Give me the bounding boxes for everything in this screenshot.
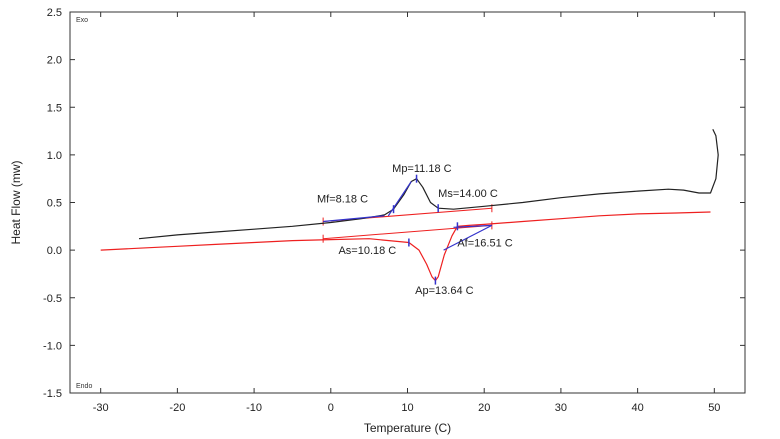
x-tick-label: 30 [555,402,567,414]
x-axis-title: Temperature (C) [364,421,451,435]
annotations: Mp=11.18 C Mf=8.18 C Ms=14.00 C As=10.18 C A… [317,163,513,297]
annotation-label: Ap=13.64 C [415,285,473,297]
annotation-label: Ms=14.00 C [438,188,498,200]
mf-tangent [323,215,385,223]
y-tick-label: -1.5 [43,388,62,400]
af-offset-tangent [453,224,492,228]
y-tick-label: -0.5 [43,293,62,305]
x-tick-label: 0 [328,402,334,414]
af-tangent [443,224,493,251]
x-axis: -30 -20 -10 0 10 20 30 40 50 [93,12,720,414]
x-tick-label: 40 [631,402,643,414]
y-tick-label: -1.0 [43,340,62,352]
annotation-label: Mp=11.18 C [392,163,451,175]
annotation-label: Af=16.51 C [457,237,512,249]
annotation-label: Mf=8.18 C [317,194,368,206]
y-tick-label: 0.0 [47,245,62,257]
heating-baseline [323,224,492,240]
y-axis-title: Heat Flow (mw) [9,160,23,244]
y-axis: -1.5 -1.0 -0.5 0.0 0.5 1.0 1.5 2.0 2.5 [43,7,745,400]
endo-label: Endo [76,383,92,390]
transition-markers [392,174,459,285]
y-tick-label: 1.5 [47,102,62,114]
y-tick-label: 1.0 [47,150,62,162]
exo-label: Exo [76,17,88,24]
x-tick-label: -10 [246,402,262,414]
y-tick-label: 0.5 [47,198,62,210]
y-tick-label: 2.0 [47,55,62,67]
x-tick-label: -30 [93,402,109,414]
tangent-lines [323,181,493,251]
x-tick-label: 50 [708,402,720,414]
x-tick-label: -20 [169,402,185,414]
plot-area [69,11,746,394]
mf-onset-tangent [387,181,412,217]
x-tick-label: 10 [401,402,413,414]
y-tick-label: 2.5 [47,7,62,19]
x-tick-label: 20 [478,402,490,414]
annotation-label: As=10.18 C [338,245,396,257]
